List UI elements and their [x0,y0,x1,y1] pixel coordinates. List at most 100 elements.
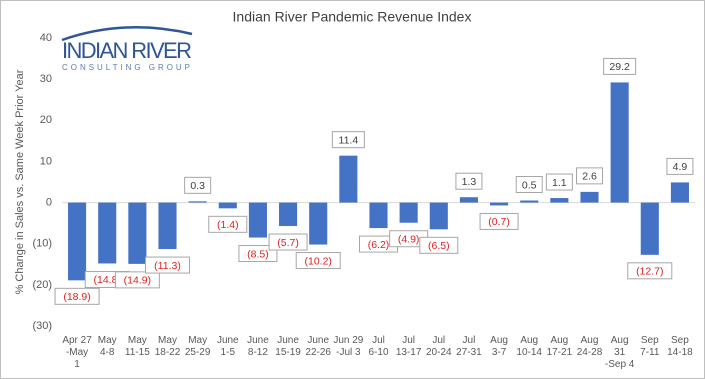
bar [68,202,87,281]
value-label: (6.2) [368,239,390,251]
x-tick-label-line: 13-17 [396,347,422,358]
x-tick-label-line: Jul [463,335,476,346]
value-label: 1.3 [462,176,477,188]
x-tick-label-line: Aug [490,335,508,346]
x-tick-label: June 22-26 [305,335,331,358]
bar [610,82,629,203]
x-tick-label-line: 4-8 [100,347,115,358]
value-label-box [666,157,694,175]
x-tick-label-line: 24-28 [577,347,603,358]
x-tick-label-line: 11-15 [125,347,150,358]
y-tick-label: 40 [40,32,52,44]
value-label-box [184,176,212,194]
y-tick-label: (20) [32,279,52,291]
value-label: 11.4 [339,134,359,146]
x-tick-label: May 4-8 [98,335,117,358]
x-tick-label-line: 18-22 [155,347,181,358]
x-tick-label-line: 25-29 [185,347,211,358]
x-tick-label-line: 1 [74,359,80,370]
x-tick-label-line: 3-7 [492,347,507,358]
x-tick-label-line: Aug [520,335,538,346]
value-label-box [515,176,543,194]
logo: INDIAN RIVER CONSULTING GROUP [61,26,193,72]
bar [399,202,418,223]
x-tick-label-line: 17-21 [547,347,573,358]
x-tick-label-line: Aug [581,335,599,346]
bar [369,202,388,229]
bar [188,201,207,203]
x-tick-label: Jul 13-17 [396,335,422,358]
value-label: (10.2) [304,255,331,267]
x-tick-label-line: 14-18 [667,347,693,358]
bar [490,202,509,206]
y-tick-label: 0 [46,196,52,208]
value-label-box [455,172,483,190]
x-tick-label-line: Jul [402,335,415,346]
bar [98,202,117,264]
x-tick-label-line: Sep [671,335,689,346]
x-tick-label-line: June [307,335,329,346]
x-tick-label-line: June [277,335,299,346]
x-tick-label: Jul 6-10 [368,335,388,358]
value-label-box [54,287,100,305]
value-label: 29.2 [609,61,630,73]
value-label-box [331,131,365,149]
x-tick-label-line: Aug [550,335,568,346]
bar [309,202,328,245]
x-tick-label: Aug 31 -Sep 4 [605,335,635,370]
value-label: (0.7) [488,216,510,228]
value-label-box [295,252,341,270]
y-tick-label: 10 [40,155,52,167]
value-label: 0.3 [190,180,205,192]
value-label: 4.9 [673,161,688,173]
logo-tagline: CONSULTING GROUP [62,63,192,72]
x-tick-label: June 1-5 [217,335,239,358]
x-tick-label-line: May [98,335,117,346]
bar [640,202,659,255]
value-label: (6.5) [428,240,450,252]
x-tick-label: May 25-29 [185,335,211,358]
logo-arc [61,26,193,42]
x-tick-label: Aug 24-28 [577,335,603,358]
x-tick-label: Jun 29 -Jul 3 [333,335,363,358]
x-tick-label-line: Aug [611,335,629,346]
bar [670,182,689,203]
x-tick-label: Jul 20-24 [426,335,452,358]
chart-title: Indian River Pandemic Revenue Index [233,9,472,25]
bar [248,202,267,238]
x-tick-label: Aug 10-14 [516,335,542,358]
logo-name: INDIAN RIVER [62,38,192,63]
x-tick-label-line: June [217,335,239,346]
x-tick-label-line: 22-26 [305,347,331,358]
x-tick-label-line: Sep [641,335,659,346]
value-label: 0.5 [522,179,537,191]
value-label-box [114,271,160,289]
bar [279,202,298,227]
value-label-box [545,173,573,191]
x-tick-label-line: 8-12 [248,347,268,358]
x-tick-label: May 11-15 [125,335,150,358]
x-tick-label-line: 7-11 [640,347,660,358]
x-tick-label-line: June [247,335,269,346]
x-tick-label-line: May [188,335,207,346]
value-label: (5.7) [277,237,299,249]
x-tick-label-line: 15-19 [275,347,301,358]
x-tick-label: Jul 27-31 [456,335,482,358]
value-label-box [479,212,519,230]
value-label: (11.3) [154,260,181,272]
bar [339,155,358,203]
bar [429,202,448,230]
value-label-box [627,262,673,280]
bar [459,197,478,203]
x-tick-label-line: 6-10 [368,347,388,358]
value-label-box [419,236,459,254]
bar [158,202,177,250]
x-tick-label-line: Apr 27 [62,335,92,346]
x-tick-label-line: -Jul 3 [336,347,361,358]
value-label-box [268,233,308,251]
value-label: (14.9) [124,275,151,287]
value-label: (4.9) [398,234,420,246]
x-tick-label: June 8-12 [247,335,269,358]
value-label: (14.8) [93,274,120,286]
x-tick-label: Sep 14-18 [667,335,693,358]
